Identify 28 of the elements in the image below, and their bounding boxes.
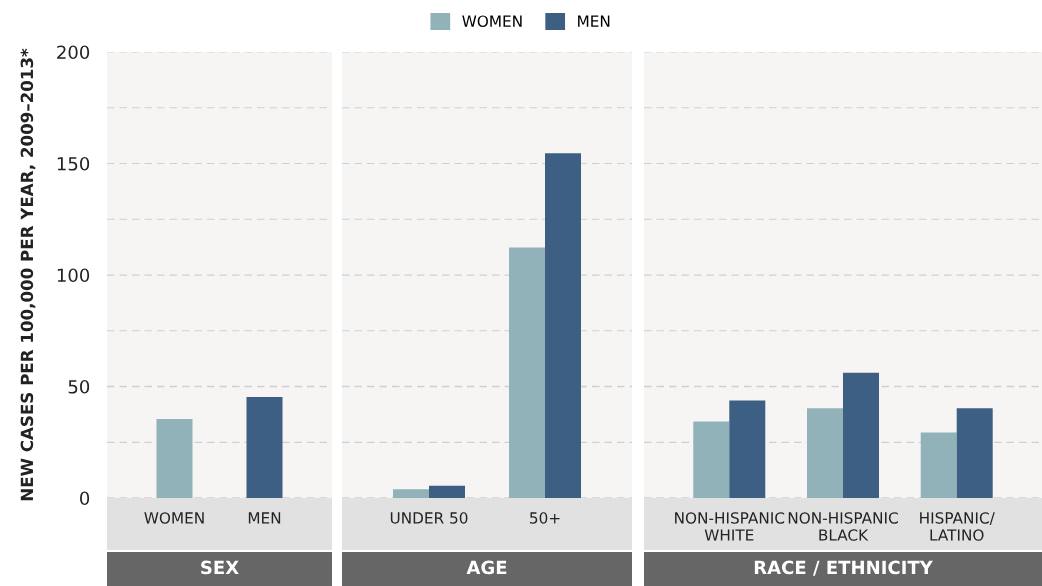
legend-label: MEN [578, 15, 610, 27]
bar [729, 400, 766, 498]
bar [843, 372, 879, 498]
x-tick-label: UNDER 50 [390, 512, 468, 524]
legend-label: WOMEN [462, 15, 522, 27]
y-axis-title: NEW CASES PER 100,000 PER YEAR, 2009–2013* [20, 48, 36, 501]
bar [393, 489, 429, 498]
x-tick-label: MEN [248, 512, 281, 524]
text: AGE [466, 560, 507, 575]
y-tick-label: 100 [57, 268, 90, 283]
y-tick-label: 150 [57, 156, 90, 171]
x-tick-label: WOMEN [144, 512, 204, 524]
bar [920, 432, 957, 498]
x-tick-label: NON-HISPANIC WHITE [675, 512, 785, 541]
x-tick-label: HISPANIC/ LATINO [920, 512, 995, 541]
x-tick-label: NON-HISPANIC BLACK [788, 512, 898, 541]
x-tick-label: 50+ [530, 512, 560, 524]
bar [429, 485, 465, 498]
text: SEX [201, 560, 239, 575]
bar [956, 408, 993, 498]
bar [807, 408, 843, 498]
y-tick-label: 200 [57, 45, 90, 60]
y-tick-label: 50 [68, 379, 90, 394]
y-tick-label: 0 [80, 491, 90, 506]
bar [509, 247, 545, 498]
bar [545, 153, 581, 498]
bar [693, 421, 730, 498]
text: RACE / ETHNICITY [754, 560, 933, 576]
